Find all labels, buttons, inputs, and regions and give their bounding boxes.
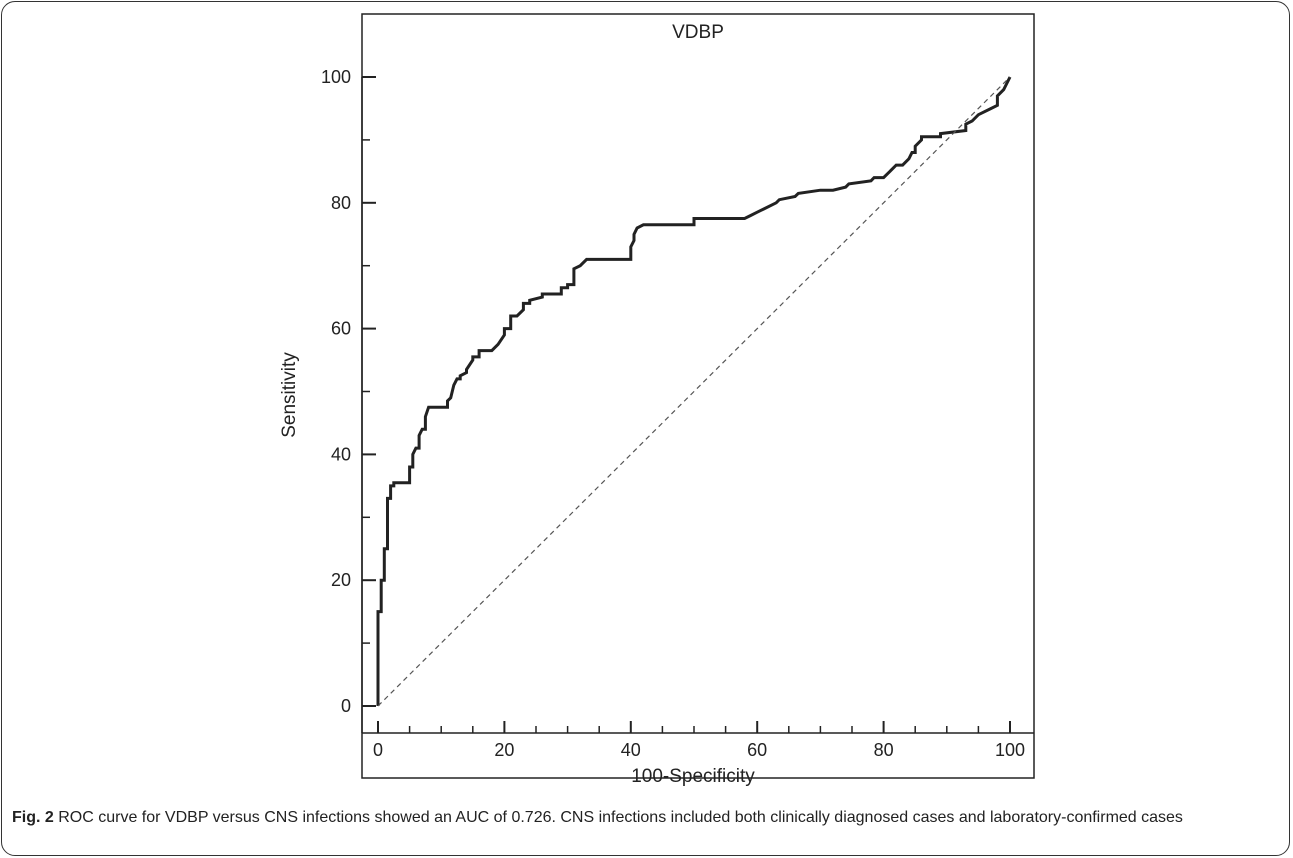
x-tick-label: 40 [621,740,641,760]
roc-curve-line [376,76,1012,706]
caption-text: ROC curve for VDBP versus CNS infections… [53,809,1183,826]
roc-chart: VDBP 100-Specificity Sensitivity 0 20 40 60… [279,13,1035,787]
x-tick-label: 60 [747,740,767,760]
reference-diagonal-line [377,76,1011,707]
series-layer [376,76,1012,707]
y-tick-label: 80 [331,193,351,213]
axes: 0 20 40 60 80 100 0 20 40 60 80 100 [321,67,1034,760]
figure-caption: Fig. 2 ROC curve for VDBP versus CNS inf… [12,806,1252,830]
y-tick-label: 40 [331,444,351,464]
caption-label: Fig. 2 [12,809,54,826]
x-tick-label: 80 [874,740,894,760]
y-tick-label: 100 [321,67,351,87]
y-axis-label: Sensitivity [279,352,300,438]
x-tick-label: 100 [995,740,1025,760]
y-tick-label: 60 [331,319,351,339]
plot-area [361,13,1035,779]
x-tick-label: 20 [494,740,514,760]
x-tick-label: 0 [373,740,383,760]
chart-title: VDBP [672,22,724,43]
y-tick-label: 0 [341,696,351,716]
x-axis-label: 100-Specificity [631,766,755,787]
y-tick-label: 20 [331,570,351,590]
